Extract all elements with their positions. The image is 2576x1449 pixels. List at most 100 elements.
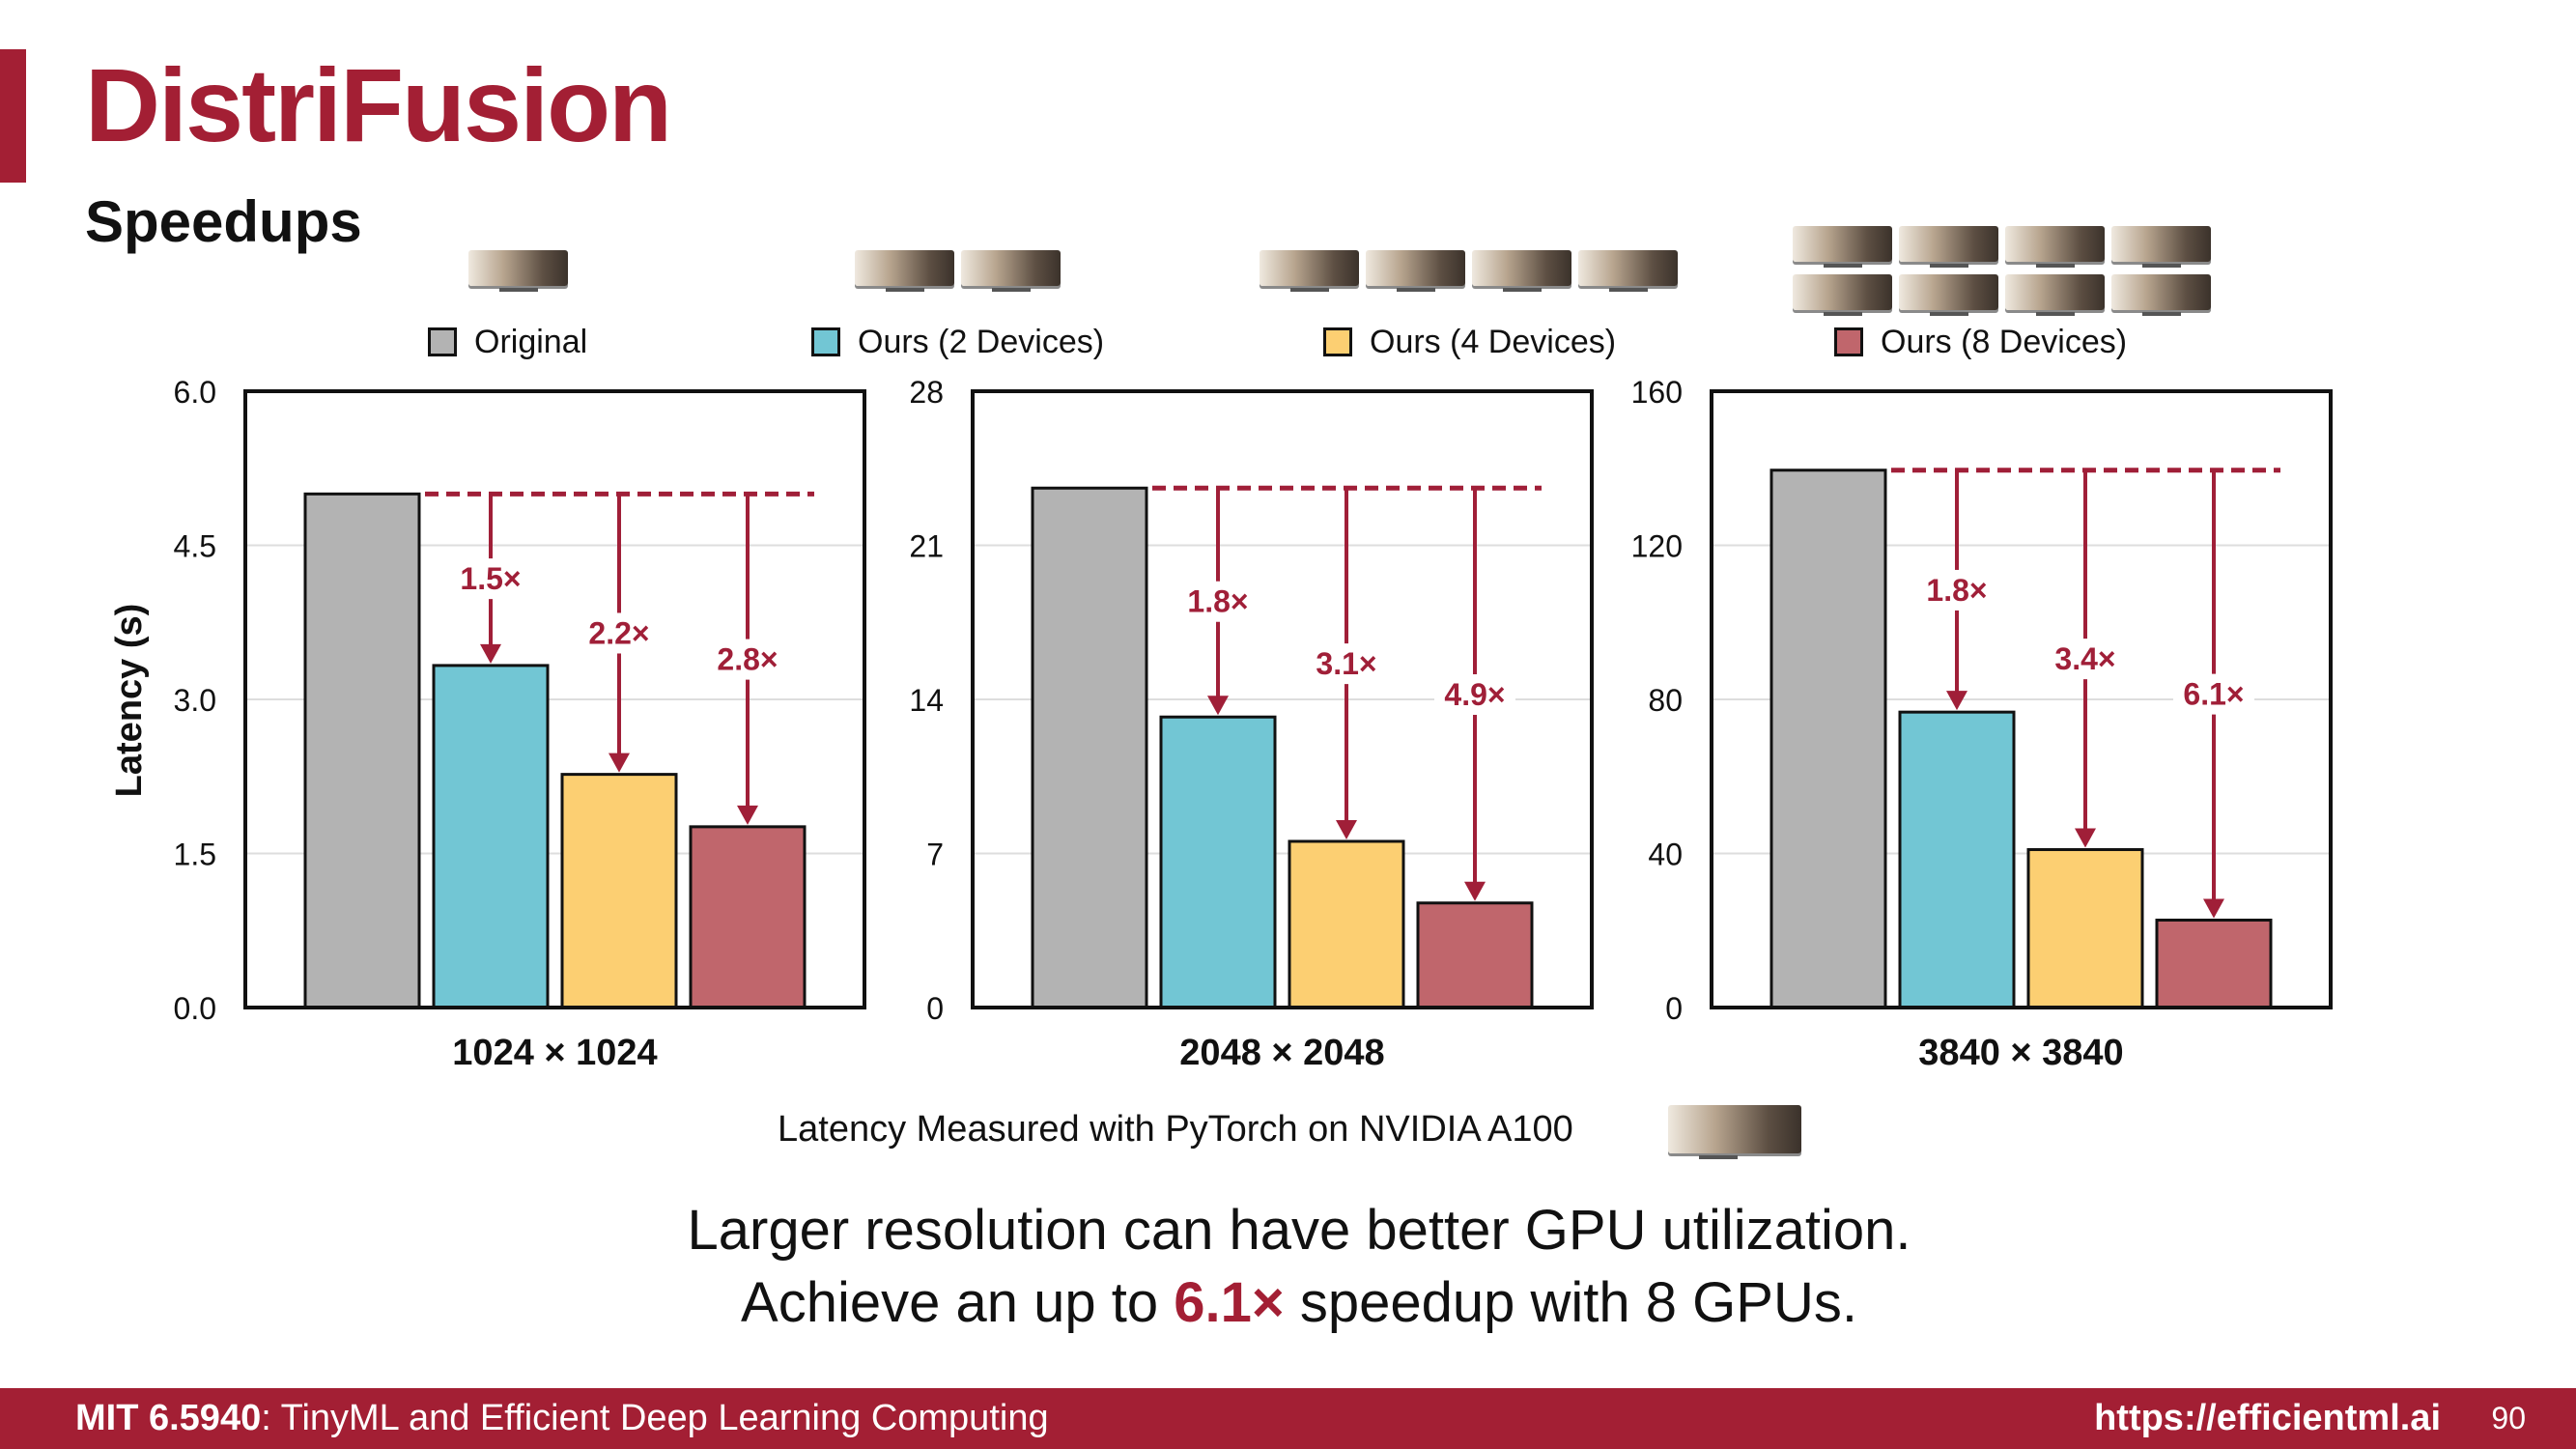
- gpu-card-icon: [1578, 250, 1678, 292]
- speedup-label-bg: [707, 639, 788, 680]
- legend-label: Ours (2 Devices): [858, 323, 1105, 360]
- gpu-card-icon: [2005, 226, 2105, 268]
- y-axis-title: Latency (s): [109, 604, 150, 798]
- takeaway-line-1: Larger resolution can have better GPU ut…: [0, 1203, 2576, 1259]
- slide-title: DistriFusion: [85, 46, 672, 163]
- arrow-head: [609, 753, 630, 773]
- legend-swatch: [1323, 327, 1352, 356]
- y-tick-label: 80: [1648, 683, 1683, 718]
- gpu-card-icon: [1668, 1105, 1801, 1159]
- legend-item-original: Original: [428, 323, 587, 361]
- gpu-card-icon: [1793, 226, 1892, 268]
- speedup-label-bg: [2173, 673, 2254, 715]
- course-name: : TinyML and Efficient Deep Learning Com…: [261, 1398, 1049, 1438]
- speedup-label: 1.5×: [460, 561, 521, 596]
- y-tick-label: 28: [909, 375, 944, 410]
- footer-bar: MIT 6.5940: TinyML and Efficient Deep Le…: [0, 1388, 2576, 1449]
- title-accent-bar: [0, 49, 26, 183]
- plot-frame: [1710, 389, 2333, 1009]
- bar: [303, 492, 421, 1009]
- speedup-label: 1.8×: [1926, 573, 1987, 608]
- course-code: MIT 6.5940: [75, 1398, 262, 1438]
- y-tick-label: 1.5: [174, 838, 216, 872]
- speedup-label: 3.1×: [1316, 646, 1376, 681]
- bar: [1288, 839, 1405, 1009]
- gpu-card-icon: [2111, 226, 2211, 268]
- legend-swatch: [811, 327, 840, 356]
- legend-label: Ours (4 Devices): [1370, 323, 1617, 360]
- y-tick-label: 120: [1631, 529, 1683, 564]
- plot-frame: [243, 389, 866, 1009]
- bar: [432, 664, 550, 1009]
- y-tick-label: 40: [1648, 838, 1683, 872]
- gpu-card-icon: [855, 250, 954, 292]
- y-tick-label: 0: [926, 991, 944, 1026]
- speedup-label-bg: [2045, 639, 2126, 680]
- speedup-label: 3.4×: [2054, 641, 2115, 676]
- arrow-head: [2203, 898, 2224, 919]
- speedup-label-bg: [1916, 569, 1997, 611]
- bar: [2026, 848, 2144, 1009]
- arrow-head: [737, 805, 758, 825]
- bar: [1031, 486, 1148, 1009]
- gpu-card-icon: [1899, 274, 1998, 316]
- slide-subtitle: Speedups: [85, 189, 362, 254]
- speedup-label-bg: [1434, 674, 1515, 716]
- takeaway-line-2: Achieve an up to 6.1× speedup with 8 GPU…: [0, 1275, 2576, 1331]
- y-tick-label: 3.0: [174, 683, 216, 718]
- y-tick-label: 4.5: [174, 529, 216, 564]
- x-axis-label: 1024 × 1024: [452, 1033, 657, 1073]
- takeaway-suffix: speedup with 8 GPUs.: [1284, 1271, 1857, 1334]
- gpu-card-icon: [1472, 250, 1571, 292]
- bar: [1416, 901, 1534, 1009]
- legend-item-8-devices: Ours (8 Devices): [1834, 323, 2127, 361]
- arrow-head: [1464, 881, 1486, 901]
- bar: [1159, 715, 1277, 1009]
- arrow-head: [2075, 828, 2096, 848]
- x-axis-label: 2048 × 2048: [1179, 1033, 1384, 1073]
- speedup-label-bg: [1306, 643, 1387, 685]
- bar: [2155, 918, 2273, 1009]
- speedup-label-bg: [579, 612, 660, 654]
- speedup-label: 2.2×: [588, 615, 649, 650]
- x-axis-label: 3840 × 3840: [1918, 1033, 2123, 1073]
- speedup-label-bg: [450, 558, 531, 600]
- gpu-card-icon: [2111, 274, 2211, 316]
- arrow-head: [1336, 819, 1357, 839]
- y-tick-label: 14: [909, 683, 944, 718]
- arrow-head: [1946, 691, 1967, 711]
- y-tick-label: 0.0: [174, 991, 216, 1026]
- takeaway-text: Larger resolution can have better GPU ut…: [687, 1199, 1911, 1262]
- speedup-label: 4.9×: [1444, 677, 1505, 712]
- y-tick-label: 7: [926, 838, 944, 872]
- arrow-head: [1207, 696, 1229, 716]
- bar: [1898, 710, 2016, 1009]
- gpu-card-icon: [1260, 250, 1359, 292]
- bar: [689, 825, 807, 1009]
- legend-swatch: [1834, 327, 1863, 356]
- latency-bar-charts: Latency (s) 6.0 4.5 3.0 1.5 0.0 1.5× 2.2× 2.8× 1…: [109, 375, 2333, 1073]
- legend-label: Original: [474, 323, 588, 360]
- legend-label: Ours (8 Devices): [1881, 323, 2128, 360]
- footer-url-link[interactable]: https://efficientml.ai: [2094, 1398, 2441, 1438]
- arrow-head: [480, 643, 501, 664]
- legend-item-2-devices: Ours (2 Devices): [811, 323, 1104, 361]
- speedup-label: 2.8×: [717, 642, 778, 677]
- gpu-card-icon: [1366, 250, 1465, 292]
- y-tick-label: 21: [909, 529, 944, 564]
- legend-swatch: [428, 327, 457, 356]
- plot-frame: [971, 389, 1594, 1009]
- speedup-label: 1.8×: [1187, 584, 1248, 619]
- page-number: 90: [2491, 1401, 2526, 1435]
- measurement-note: Latency Measured with PyTorch on NVIDIA …: [778, 1109, 1573, 1150]
- speedup-label: 6.1×: [2183, 677, 2244, 712]
- gpu-card-icon: [2005, 274, 2105, 316]
- footer-course: MIT 6.5940: TinyML and Efficient Deep Le…: [75, 1398, 1049, 1439]
- gpu-card-icon: [468, 250, 568, 292]
- gpu-card-icon: [1793, 274, 1892, 316]
- takeaway-highlight: 6.1×: [1174, 1271, 1285, 1334]
- gpu-card-icon: [1899, 226, 1998, 268]
- y-tick-label: 160: [1631, 375, 1683, 410]
- bar: [1769, 469, 1887, 1009]
- bar: [560, 773, 678, 1009]
